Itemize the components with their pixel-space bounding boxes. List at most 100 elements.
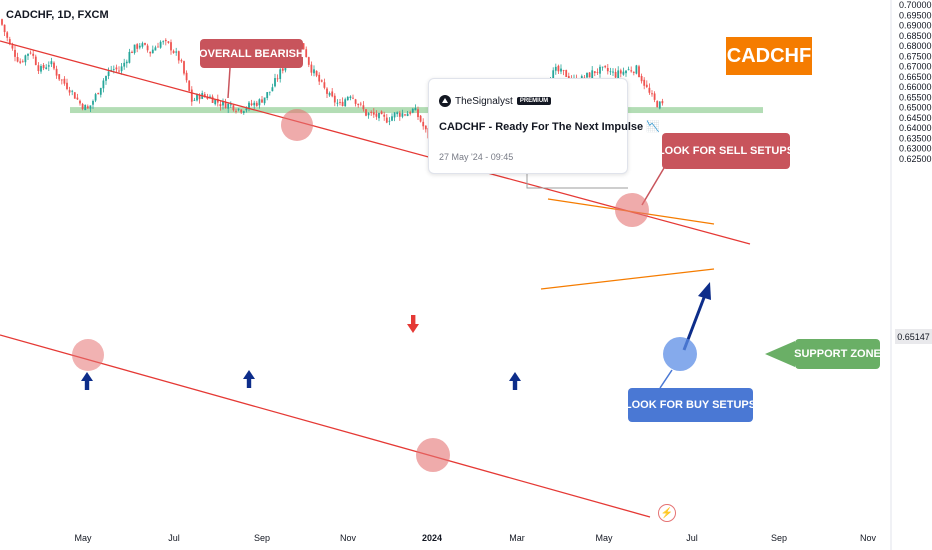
candle	[274, 73, 276, 88]
candle	[177, 50, 180, 64]
candle	[86, 104, 89, 109]
candle	[235, 108, 237, 114]
candle	[318, 72, 321, 86]
candle-body	[424, 125, 427, 130]
candle-body	[232, 105, 235, 111]
candle	[94, 92, 97, 103]
time-tick-label: Sep	[771, 533, 787, 543]
bearish-pointer	[227, 67, 231, 99]
candle-body	[302, 43, 305, 50]
price-tick-label: 0.66000	[899, 82, 932, 92]
candle-body	[643, 79, 646, 86]
candle	[557, 64, 560, 74]
sell-setups-label: LOOK FOR SELL SETUPS	[658, 133, 794, 169]
candle-body	[417, 109, 419, 118]
candle-body	[354, 99, 357, 104]
candle-body	[97, 92, 100, 95]
candle	[323, 78, 326, 90]
arrow-shaft	[411, 315, 416, 325]
time-tick-label: Sep	[254, 533, 270, 543]
flash-icon[interactable]: ⚡	[658, 504, 676, 522]
candle-body	[393, 112, 396, 118]
candle-body	[16, 57, 19, 62]
candle	[107, 67, 110, 80]
candle-body	[619, 70, 622, 74]
candle-body	[635, 65, 638, 74]
candle-body	[102, 80, 105, 89]
time-tick-label: Jul	[168, 533, 180, 543]
candle-body	[565, 70, 568, 77]
candle	[123, 58, 126, 70]
candle-body	[99, 87, 102, 95]
candle-body	[34, 56, 37, 65]
candle-body	[14, 49, 16, 57]
candle-body	[73, 92, 76, 99]
candle-body	[60, 79, 63, 81]
candle	[614, 68, 617, 79]
candle-body	[159, 41, 162, 48]
channel-lower-line	[0, 334, 651, 518]
idea-title[interactable]: CADCHF - Ready For The Next Impulse 📉	[439, 121, 660, 133]
candle-body	[42, 65, 45, 69]
idea-card[interactable]: TheSignalyst PREMIUM CADCHF - Ready For …	[428, 78, 660, 174]
candle	[638, 64, 640, 78]
candle	[102, 78, 105, 93]
candle-body	[250, 103, 253, 106]
candle	[362, 101, 365, 112]
candle-body	[216, 98, 219, 103]
candle	[339, 98, 341, 106]
candle	[53, 61, 55, 71]
candle-body	[349, 96, 352, 99]
candle-body	[253, 102, 256, 106]
candle	[307, 56, 310, 68]
candle-body	[40, 66, 42, 72]
candle	[261, 96, 263, 103]
candle-body	[248, 102, 250, 108]
candle	[1, 18, 3, 26]
candle	[346, 95, 349, 101]
time-tick-label: May	[595, 533, 613, 543]
candle	[183, 60, 185, 76]
candle-body	[612, 71, 614, 73]
candle-body	[266, 92, 269, 99]
candle-body	[53, 62, 55, 69]
cadchf-title-label: CADCHF	[726, 37, 812, 75]
candle	[255, 100, 258, 107]
author-name[interactable]: TheSignalyst	[455, 95, 513, 107]
bullish-arrowhead	[698, 282, 711, 300]
candle-body	[45, 67, 48, 69]
candle	[55, 65, 58, 79]
candle-body	[66, 82, 68, 90]
candle	[193, 97, 196, 101]
candle	[73, 91, 76, 99]
candle-body	[37, 65, 40, 72]
candle	[229, 101, 232, 109]
candle-body	[380, 111, 383, 115]
candle-body	[222, 101, 224, 106]
candle-body	[328, 92, 331, 96]
candle	[354, 98, 357, 107]
candle-body	[32, 53, 35, 56]
price-tick-label: 0.69500	[899, 10, 932, 20]
arrow-head	[509, 372, 521, 381]
highlight-circle	[72, 339, 104, 371]
support-zone-label: SUPPORT ZONE	[794, 339, 881, 369]
candle-body	[198, 94, 201, 100]
candle	[385, 113, 388, 124]
highlight-circle	[663, 337, 697, 371]
candle	[34, 54, 37, 66]
candle	[144, 42, 146, 46]
candle	[63, 76, 66, 86]
candle	[411, 107, 414, 114]
candle	[601, 66, 604, 71]
price-tick-label: 0.68000	[899, 41, 932, 51]
candle	[118, 66, 120, 74]
candle	[313, 65, 315, 77]
price-tick-label: 0.63500	[899, 133, 932, 143]
arrow-head	[81, 372, 93, 381]
candle-body	[323, 82, 326, 88]
candle-body	[404, 114, 406, 116]
candle	[643, 77, 646, 90]
premium-badge: PREMIUM	[516, 97, 552, 105]
candle	[375, 110, 378, 120]
